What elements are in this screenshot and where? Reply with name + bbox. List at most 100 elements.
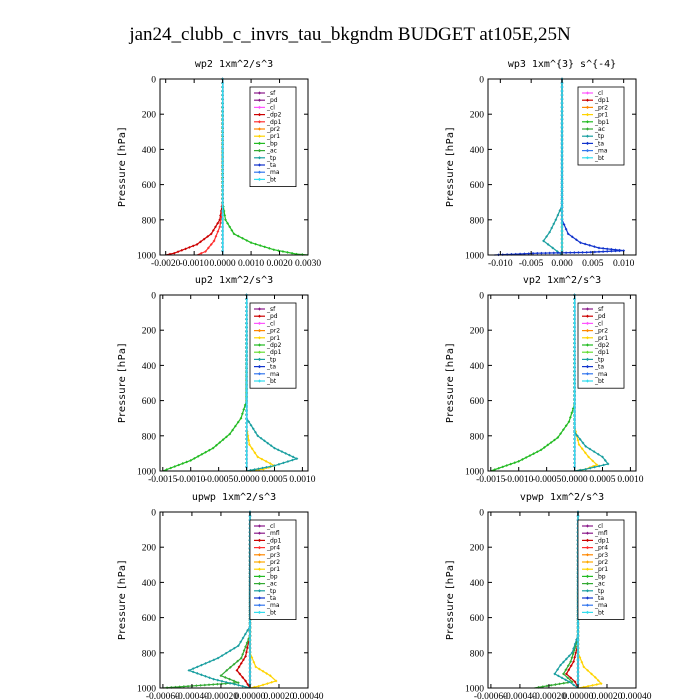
series-marker [241,676,245,679]
legend-marker [257,134,262,138]
series-marker [573,337,576,341]
series-marker [587,455,590,459]
series-marker [570,680,574,684]
legend-marker [257,524,262,528]
legend-label: _cl [266,104,275,111]
series-marker [560,157,564,161]
legend-label: _dp2 [266,112,282,119]
y-tick-label: 1000 [137,468,156,478]
series-marker [280,450,284,454]
series-marker [216,221,220,225]
legend-marker [585,379,590,383]
series-marker [573,373,576,377]
legend-label: _cl [266,320,275,327]
plot-frame [159,294,309,472]
y-tick-label: 800 [470,432,485,442]
legend-label: _pr1 [594,335,608,342]
series-marker [553,438,556,442]
y-tick-label: 600 [470,614,485,624]
series-marker [221,229,225,233]
series-marker [218,225,222,229]
series-marker [543,446,546,449]
series-marker [513,461,517,465]
chart-panel-1: wp3 1xm^{3} s^{-4} Pressure [hPa] 0 200 400 6… [445,59,637,269]
series-marker [214,225,217,229]
y-tick-label: 1000 [137,685,156,695]
legend-marker [585,553,590,557]
series-line [236,512,251,689]
series-marker [230,228,234,232]
legend-label: _sf [594,306,604,313]
series-marker [240,412,244,416]
series-marker [207,683,211,687]
chart-panels: wp2 1xm^2/s^3 Pressure [hPa] 0 200 400 600 800… [117,59,652,700]
series-marker [560,93,564,97]
y-axis-label: Pressure [hPa] [117,560,128,640]
legend-marker [257,343,262,347]
series-marker [540,251,543,255]
x-tick-label: 0.00040 [293,692,324,700]
series-marker [596,452,600,456]
series-marker [248,670,252,674]
series-marker [172,251,176,255]
series-marker [558,682,561,686]
series-marker [556,213,560,217]
series-marker [221,137,225,141]
series-marker [581,251,584,254]
series-marker [573,453,576,457]
series-marker [221,145,225,149]
series-marker [517,459,521,463]
series-marker [560,241,564,245]
series-marker [573,457,576,461]
series-marker [207,448,211,452]
series-marker [237,665,241,669]
series-marker [532,452,536,456]
series-marker [591,459,595,463]
series-marker [566,664,570,668]
series-marker [221,125,225,129]
series-marker [560,189,564,193]
series-marker [189,459,193,462]
series-marker [208,676,211,680]
series-marker [590,672,593,676]
series-marker [244,679,248,683]
legend-label: _bt [266,378,277,385]
series-marker [245,365,248,369]
panel-title: upwp 1xm^2/s^3 [192,492,276,503]
legend-label: _bt [594,155,605,162]
series-marker [245,453,248,457]
series-marker [560,121,564,125]
legend-label: _pr4 [594,545,608,552]
series-marker [573,333,576,337]
y-tick-label: 800 [470,649,485,659]
legend-box [249,86,297,187]
series-marker [245,429,248,433]
series-marker [573,381,576,385]
y-axis-label: Pressure [hPa] [117,127,128,207]
series-marker [209,232,213,236]
series-marker [570,411,574,415]
series-marker [221,101,225,105]
legend-marker [257,321,262,325]
series-marker [580,447,584,451]
series-marker [560,676,564,680]
series-marker [290,251,294,255]
series-marker [268,674,272,678]
series-marker [265,682,269,685]
x-tick-label: 0.010 [613,259,635,269]
series-marker [597,246,601,250]
series-marker [539,448,543,452]
series-marker [595,463,599,467]
series-marker [185,460,189,464]
legend-label: _dp1 [594,97,610,104]
series-marker [246,683,250,686]
legend-label: _tp [594,588,604,595]
series-marker [277,462,281,466]
series-marker [245,389,248,393]
series-marker [200,663,203,667]
series-marker [241,652,245,656]
legend-marker [585,538,590,542]
series-marker [215,443,218,447]
series-marker [282,461,285,465]
legend-label: _sf [266,306,276,313]
